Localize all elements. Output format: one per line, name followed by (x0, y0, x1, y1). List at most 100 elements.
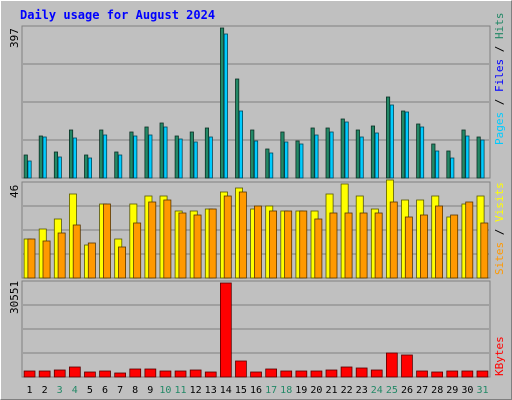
x-tick-label-8: 8 (132, 385, 138, 396)
traffic-bar-hits-day-4 (69, 129, 74, 179)
kbytes-ymax-label: 30551 (8, 281, 21, 314)
kbytes-bar-kbytes-day-26 (401, 354, 413, 378)
traffic-bar-files-day-26 (404, 111, 409, 179)
visitors-bar-sites-day-7 (118, 246, 126, 279)
traffic-bar-hits-day-20 (310, 127, 315, 179)
traffic-bar-files-day-4 (72, 137, 77, 179)
x-tick-label-28: 28 (431, 385, 443, 396)
visitors-legend: Sites / Visits (493, 182, 506, 275)
kbytes-bar-kbytes-day-12 (189, 369, 202, 378)
x-tick-label-5: 5 (87, 385, 93, 396)
x-tick-label-15: 15 (235, 385, 247, 396)
visitors-bar-sites-day-20 (314, 218, 323, 279)
x-tick-label-9: 9 (147, 385, 153, 396)
kbytes-bar-kbytes-day-18 (280, 370, 293, 378)
traffic-bar-files-day-29 (450, 157, 455, 179)
traffic-bar-hits-day-23 (355, 129, 360, 179)
visitors-bar-sites-day-22 (344, 212, 353, 279)
visitors-bar-sites-day-2 (42, 240, 51, 279)
traffic-bar-hits-day-7 (114, 151, 119, 179)
traffic-bar-hits-day-6 (99, 129, 104, 179)
traffic-bar-files-day-28 (435, 150, 440, 179)
visitors-bar-sites-day-14 (223, 195, 232, 279)
kbytes-bar-kbytes-day-4 (69, 366, 81, 378)
chart-title: Daily usage for August 2024 (20, 8, 215, 22)
x-tick-labels: 1 2 3 4 5 6 7 8 9 10 11 12 13 14 15 16 17 18 19 20 21 22 23 24 2… (26, 385, 488, 396)
traffic-bar-hits-day-15 (235, 78, 240, 179)
bars (23, 27, 489, 378)
traffic-bar-files-day-15 (238, 110, 244, 179)
visitors-bar-sites-day-16 (253, 205, 262, 279)
visitors-bar-sites-day-3 (57, 232, 66, 279)
traffic-bar-hits-day-31 (476, 136, 481, 179)
kbytes-bar-kbytes-day-25 (385, 352, 398, 378)
svg-text:Pages / Files / Hits: Pages / Files / Hits (493, 13, 506, 146)
traffic-bar-files-day-2 (42, 136, 47, 179)
kbytes-bar-kbytes-day-8 (129, 368, 142, 378)
traffic-bar-hits-day-8 (129, 131, 134, 179)
visitors-bar-sites-day-11 (178, 212, 187, 279)
traffic-bar-files-day-11 (178, 138, 183, 179)
x-tick-label-22: 22 (341, 385, 353, 396)
kbytes-bar-kbytes-day-15 (235, 360, 247, 378)
traffic-legend: Pages / Files / Hits (493, 13, 506, 146)
traffic-bar-files-day-27 (419, 126, 425, 179)
x-tick-label-25: 25 (386, 385, 398, 396)
visitors-bar-sites-day-8 (133, 222, 142, 279)
traffic-bar-files-day-22 (344, 121, 349, 179)
visitors-bar-sites-day-29 (450, 214, 459, 279)
x-tick-label-18: 18 (280, 385, 292, 396)
visitors-bar-sites-day-28 (435, 205, 443, 279)
legend-separator: / (493, 92, 506, 112)
visitors-bar-sites-day-15 (238, 191, 247, 279)
x-tick-label-24: 24 (371, 385, 383, 396)
traffic-bar-hits-day-3 (53, 151, 58, 179)
traffic-bar-files-day-31 (480, 139, 485, 179)
kbytes-bar-kbytes-day-20 (310, 370, 323, 378)
x-tick-label-14: 14 (220, 385, 232, 396)
visitors-bar-sites-day-13 (208, 208, 217, 279)
traffic-bar-hits-day-19 (295, 140, 300, 179)
kbytes-bar-kbytes-day-3 (53, 369, 66, 378)
traffic-bar-hits-day-29 (446, 150, 451, 179)
traffic-bar-files-day-17 (269, 152, 274, 179)
traffic-bar-files-day-24 (374, 132, 379, 179)
legend-separator: / (493, 222, 506, 242)
visitors-bar-sites-day-19 (299, 210, 308, 279)
traffic-bar-hits-day-5 (84, 154, 89, 179)
kbytes-bar-kbytes-day-21 (325, 369, 338, 378)
x-tick-label-16: 16 (250, 385, 262, 396)
traffic-bar-hits-day-2 (38, 135, 43, 179)
visitors-bar-sites-day-31 (480, 222, 489, 279)
traffic-bar-files-day-18 (284, 141, 289, 179)
x-tick-label-19: 19 (295, 385, 307, 396)
legend-visits: Visits (493, 182, 506, 222)
svg-text:Sites / Visits: Sites / Visits (493, 182, 506, 275)
visitors-bar-sites-day-12 (193, 214, 202, 279)
visitors-bar-sites-day-10 (163, 199, 172, 279)
traffic-bar-files-day-8 (133, 135, 138, 179)
traffic-bar-hits-day-14 (219, 27, 225, 179)
visitors-bar-sites-day-26 (404, 216, 413, 279)
kbytes-legend: KBytes (493, 336, 506, 376)
visitors-bar-sites-day-17 (269, 210, 277, 279)
visitors-bar-sites-day-25 (389, 201, 398, 279)
kbytes-bar-kbytes-day-27 (416, 370, 428, 378)
traffic-bar-files-day-13 (208, 136, 213, 179)
traffic-bar-files-day-23 (359, 136, 364, 179)
traffic-bar-hits-day-21 (325, 127, 330, 179)
kbytes-bar-kbytes-day-11 (174, 370, 187, 378)
x-tick-label-26: 26 (401, 385, 413, 396)
x-tick-label-13: 13 (205, 385, 217, 396)
x-tick-label-29: 29 (446, 385, 458, 396)
traffic-bar-hits-day-24 (370, 125, 375, 179)
visitors-bar-sites-day-23 (359, 212, 368, 279)
traffic-bar-files-day-12 (193, 141, 198, 179)
traffic-bar-hits-day-11 (174, 135, 179, 179)
kbytes-bar-kbytes-day-24 (370, 369, 383, 378)
x-tick-label-21: 21 (325, 385, 337, 396)
traffic-bar-files-day-7 (118, 154, 123, 179)
visitors-bar-sites-day-6 (103, 203, 111, 279)
visitors-bar-sites-day-5 (87, 242, 96, 279)
x-tick-label-3: 3 (57, 385, 63, 396)
